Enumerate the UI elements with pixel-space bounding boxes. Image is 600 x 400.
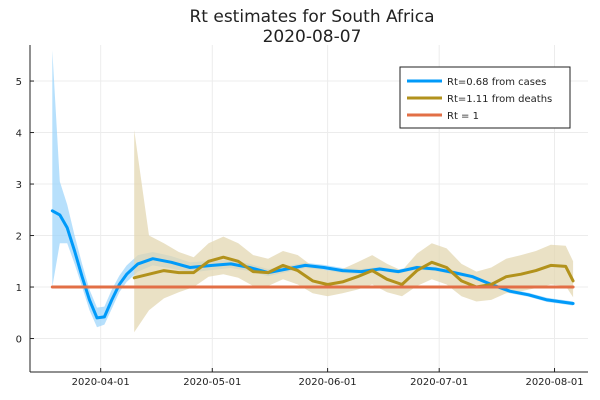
- y-tick-label: 2: [16, 232, 22, 243]
- x-tick-label: 2020-07-01: [410, 377, 468, 388]
- y-tick-label: 3: [16, 180, 22, 191]
- legend-label-rt1: Rt = 1: [447, 111, 479, 122]
- line-cases: [50, 209, 575, 320]
- chart-title: Rt estimates for South Africa: [189, 7, 434, 27]
- y-tick-label: 0: [16, 335, 22, 346]
- legend-label-deaths: Rt=1.11 from deaths: [447, 94, 552, 105]
- chart-subtitle: 2020-08-07: [263, 27, 362, 47]
- line-deaths: [132, 255, 575, 289]
- y-tick-label: 5: [16, 77, 22, 88]
- axes: [29, 45, 588, 373]
- legend-label-cases: Rt=0.68 from cases: [447, 77, 546, 88]
- x-tick-label: 2020-06-01: [299, 377, 357, 388]
- x-tick-label: 2020-05-01: [183, 377, 241, 388]
- y-tick-label: 1: [16, 283, 22, 294]
- y-tick-label: 4: [16, 129, 22, 140]
- legend: Rt=0.68 from cases Rt=1.11 from deaths R…: [399, 66, 571, 129]
- series-lines: [50, 209, 575, 320]
- x-tick-label: 2020-04-01: [72, 377, 130, 388]
- tick-labels: 2020-04-01 2020-05-01 2020-06-01 2020-07-01…: [16, 77, 584, 388]
- x-tick-label: 2020-08-01: [525, 377, 583, 388]
